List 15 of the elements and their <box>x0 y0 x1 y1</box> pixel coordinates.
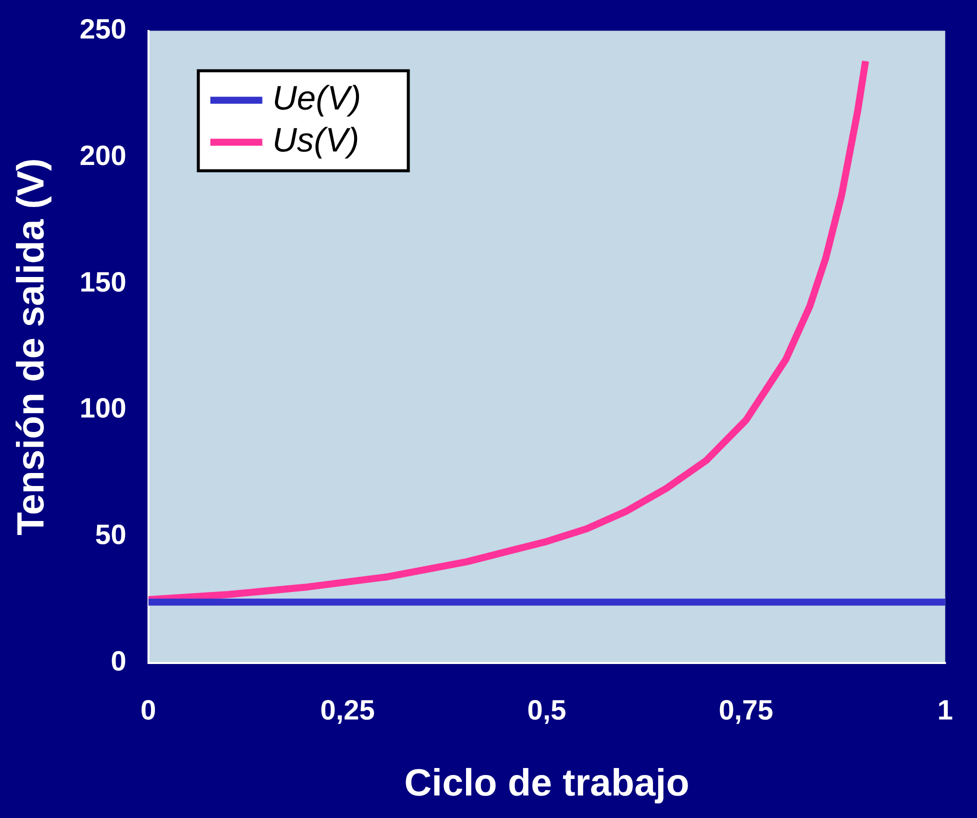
y-tick-label: 200 <box>80 140 126 171</box>
x-tick-label: 1 <box>937 694 954 726</box>
legend-label: Ue(V) <box>272 79 362 118</box>
y-tick-label: 0 <box>110 646 126 677</box>
y-tick-label: 250 <box>80 14 126 45</box>
legend-label: Us(V) <box>272 121 360 160</box>
x-tick-label: 0,75 <box>718 694 774 726</box>
y-tick-label: 50 <box>95 519 126 550</box>
y-tick-label: 100 <box>80 392 126 424</box>
x-tick-label: 0,5 <box>527 694 566 726</box>
x-axis-title: Ciclo de trabajo <box>404 762 690 805</box>
x-tick-label: 0,25 <box>320 694 375 726</box>
y-axis-title: Tensión de salida (V) <box>10 158 52 536</box>
y-tick-label: 150 <box>80 266 126 298</box>
x-tick-label: 0 <box>140 694 156 726</box>
